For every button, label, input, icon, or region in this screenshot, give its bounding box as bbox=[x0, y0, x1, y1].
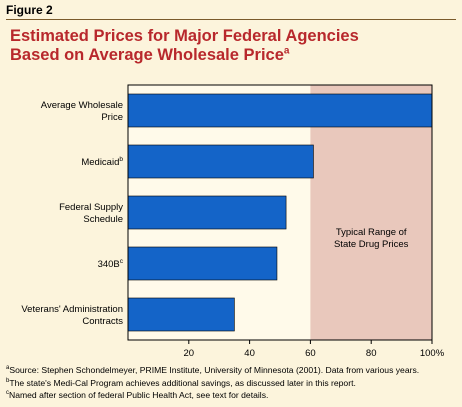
bar-2 bbox=[127, 195, 287, 230]
x-tick-label-0: 20 bbox=[184, 348, 195, 359]
chart-frame bbox=[127, 84, 433, 341]
chart-title-line-2: Based on Average Wholesale Pricea bbox=[10, 46, 450, 65]
bar-0 bbox=[127, 93, 433, 128]
annotation-line-1: Typical Range of bbox=[336, 227, 407, 238]
category-label-3: 340Bc bbox=[98, 258, 124, 270]
category-label-2: Federal Supply Schedule bbox=[59, 202, 123, 225]
footnote-a-text: Source: Stephen Schondelmeyer, PRIME Ins… bbox=[9, 365, 420, 375]
footnote-a: aSource: Stephen Schondelmeyer, PRIME In… bbox=[6, 364, 458, 377]
footnote-c-text: Named after section of federal Public He… bbox=[9, 390, 269, 400]
bars-group bbox=[127, 93, 433, 332]
x-tick-label-4: 100% bbox=[420, 348, 445, 359]
footnote-c: cNamed after section of federal Public H… bbox=[6, 389, 458, 402]
x-tick-label-2: 60 bbox=[305, 348, 316, 359]
state-price-range-shade bbox=[310, 85, 432, 340]
bar-4 bbox=[127, 297, 235, 332]
chart-title-line-1: Estimated Prices for Major Federal Agenc… bbox=[10, 27, 359, 45]
bar-1 bbox=[127, 144, 314, 179]
annotation-line-2: State Drug Prices bbox=[334, 239, 409, 250]
category-label-1: Medicaidb bbox=[81, 156, 123, 168]
category-label-4: Veterans' Administration Contracts bbox=[21, 304, 123, 327]
footnote-b-text: The state's Medi-Cal Program achieves ad… bbox=[9, 377, 356, 388]
figure-label: Figure 2 bbox=[6, 3, 53, 17]
category-labels-group: Average Wholesale Price Medicaidb Federal S… bbox=[21, 100, 123, 327]
chart-title: Estimated Prices for Major Federal Agenc… bbox=[10, 27, 450, 65]
footnote-c-marker: c bbox=[6, 390, 9, 397]
x-tick-label-1: 40 bbox=[244, 348, 255, 359]
x-axis-ticks-group: 20 40 60 80 100% bbox=[184, 340, 445, 359]
header-divider bbox=[6, 19, 456, 20]
chart-title-line-2-text: Based on Average Wholesale Price bbox=[10, 46, 284, 64]
footnote-b-marker: b bbox=[6, 377, 10, 384]
chart-title-footnote-marker: a bbox=[283, 45, 290, 57]
footnotes: aSource: Stephen Schondelmeyer, PRIME In… bbox=[6, 364, 458, 402]
bar-3 bbox=[127, 246, 278, 281]
x-tick-label-3: 80 bbox=[366, 348, 377, 359]
footnote-a-marker: a bbox=[6, 365, 10, 372]
footnote-b: bThe state's Medi-Cal Program achieves a… bbox=[6, 377, 458, 390]
category-label-0: Average Wholesale Price bbox=[41, 100, 123, 123]
